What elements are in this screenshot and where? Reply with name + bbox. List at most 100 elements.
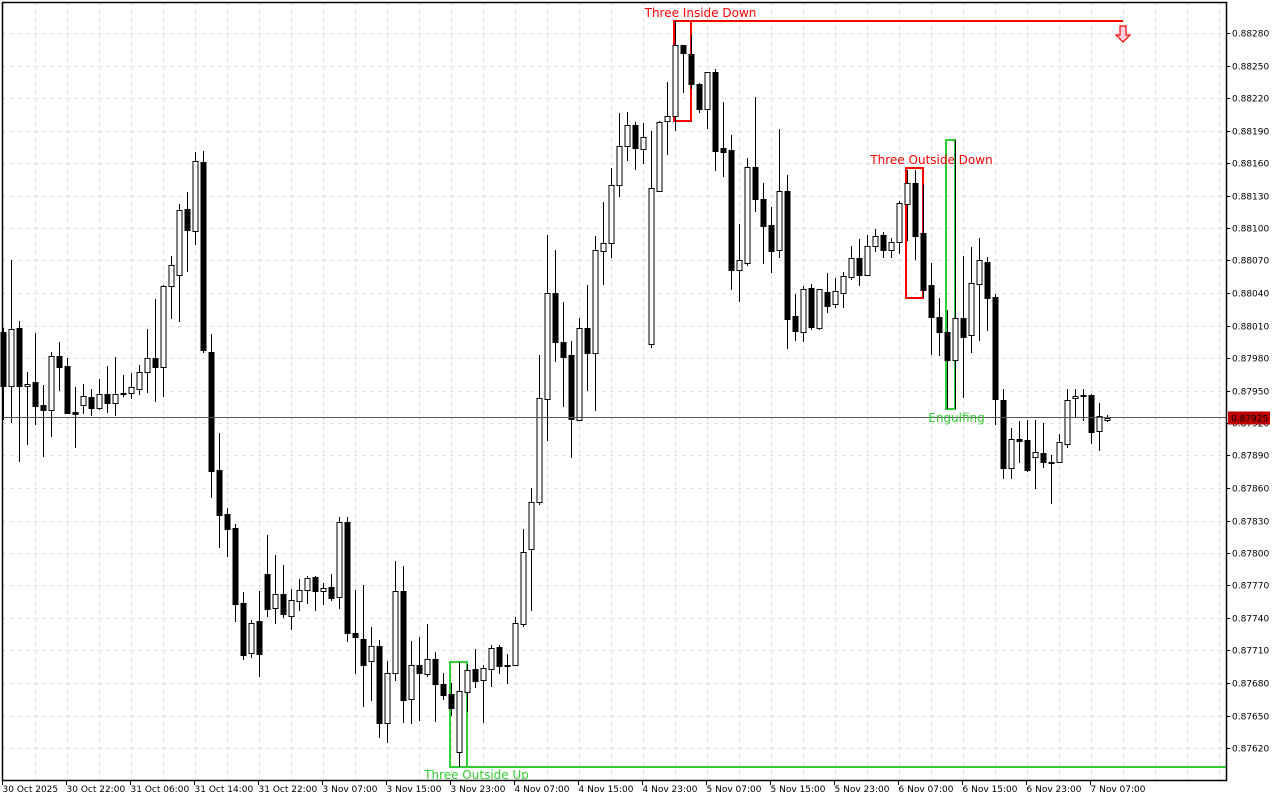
candle-body-bearish	[16, 328, 23, 387]
candle	[968, 247, 975, 353]
candle-body-bullish	[480, 668, 487, 681]
candle	[624, 112, 631, 161]
candle	[400, 566, 407, 723]
candle	[200, 151, 207, 353]
candle-body-bullish	[872, 236, 879, 247]
candle-body-bearish	[328, 587, 335, 599]
time-tick-label: 4 Nov 07:00	[515, 785, 570, 795]
price-tick-label: 0.87620	[1232, 745, 1269, 755]
pattern-label: Engulfing	[928, 411, 985, 425]
candle-body-bearish	[152, 358, 159, 368]
candle	[440, 673, 447, 700]
time-axis[interactable]: 30 Oct 2025 30 Oct 22:00 31 Oct 06:00 31 Oc…	[2, 780, 1146, 795]
candle-body-bullish	[1008, 439, 1015, 469]
candle-body-bearish	[256, 621, 263, 655]
candle	[648, 131, 655, 348]
candle	[512, 617, 519, 666]
candle-body-bullish	[952, 318, 959, 361]
candle	[0, 328, 7, 420]
candle-body-bullish	[384, 673, 391, 724]
candle-body-bullish	[832, 291, 839, 305]
candle-body-bearish	[224, 514, 231, 530]
candle	[264, 535, 271, 617]
candle	[40, 385, 47, 457]
candle	[952, 140, 959, 409]
candle	[88, 389, 95, 416]
candle	[56, 342, 63, 391]
price-tick-label: 0.87830	[1232, 518, 1269, 528]
time-tick-label: 5 Nov 23:00	[835, 785, 890, 795]
current-price-tag-background	[1228, 411, 1270, 425]
candle-body-bearish	[712, 72, 719, 152]
candle-body-bullish	[864, 246, 871, 276]
candle	[248, 620, 255, 658]
candle	[840, 272, 847, 308]
candle	[712, 69, 719, 171]
candle-body-bullish	[664, 116, 671, 122]
current-price-value: 0.87925	[1231, 415, 1268, 425]
candle-body-bullish	[544, 293, 551, 400]
price-tick-label: 0.88130	[1232, 193, 1269, 203]
candle-body-bullish	[520, 552, 527, 625]
candle-body-bullish	[144, 358, 151, 373]
candle-body-bullish	[648, 188, 655, 345]
time-tick-label: 31 Oct 22:00	[259, 785, 318, 795]
candle	[824, 273, 831, 313]
candle-body-bullish	[800, 289, 807, 333]
candle	[312, 576, 319, 611]
candle	[464, 664, 471, 712]
candle-body-bullish	[776, 191, 783, 251]
candle-body-bullish	[736, 260, 743, 271]
candle	[904, 170, 911, 241]
candle	[32, 333, 39, 425]
candle	[232, 524, 239, 622]
candle	[208, 334, 215, 498]
price-tick-label: 0.88280	[1232, 30, 1269, 40]
candle-body-bullish	[248, 623, 255, 654]
candle-body-bearish	[912, 183, 919, 237]
candle	[816, 289, 823, 330]
candle-body-bearish	[632, 125, 639, 149]
candle	[288, 589, 295, 630]
candle-body-bearish	[64, 366, 71, 414]
price-tick-label: 0.87860	[1232, 485, 1269, 495]
time-tick-label: 3 Nov 23:00	[451, 785, 506, 795]
candle-body-bullish	[168, 265, 175, 287]
candle	[296, 579, 303, 611]
candle	[704, 72, 711, 129]
time-tick-label: 6 Nov 23:00	[1027, 785, 1082, 795]
candle	[520, 529, 527, 627]
candle	[808, 284, 815, 330]
candle	[912, 170, 919, 260]
candle-body-bullish	[896, 203, 903, 243]
candle-body-bullish	[616, 146, 623, 186]
candle	[1048, 455, 1055, 504]
candle	[424, 624, 431, 677]
candle	[544, 235, 551, 441]
candle	[144, 329, 151, 393]
candle	[272, 555, 279, 624]
candle-body-bullish	[488, 648, 495, 670]
candle-body-bullish	[640, 137, 647, 150]
candle-body-bullish	[1072, 396, 1079, 399]
candle	[744, 158, 751, 266]
candle-body-bearish	[984, 262, 991, 299]
price-tick-label: 0.87980	[1232, 355, 1269, 365]
candle-body-bearish	[992, 297, 999, 400]
candle-body-bearish	[416, 665, 423, 674]
candle	[360, 585, 367, 707]
price-axis[interactable]: 0.88280 0.88250 0.88220 0.88190 0.88160 0.881…	[1226, 30, 1269, 755]
candle	[680, 45, 687, 93]
candle	[376, 640, 383, 738]
candle	[1104, 415, 1111, 422]
candle-body-bearish	[920, 233, 927, 291]
candle	[112, 357, 119, 416]
candle-body-bullish	[504, 665, 511, 667]
price-tick-label: 0.88100	[1232, 225, 1269, 235]
candle	[976, 238, 983, 341]
candle	[80, 384, 87, 414]
candle-body-bullish	[456, 691, 463, 753]
candle-body-bullish	[528, 502, 535, 550]
candle	[240, 592, 247, 660]
